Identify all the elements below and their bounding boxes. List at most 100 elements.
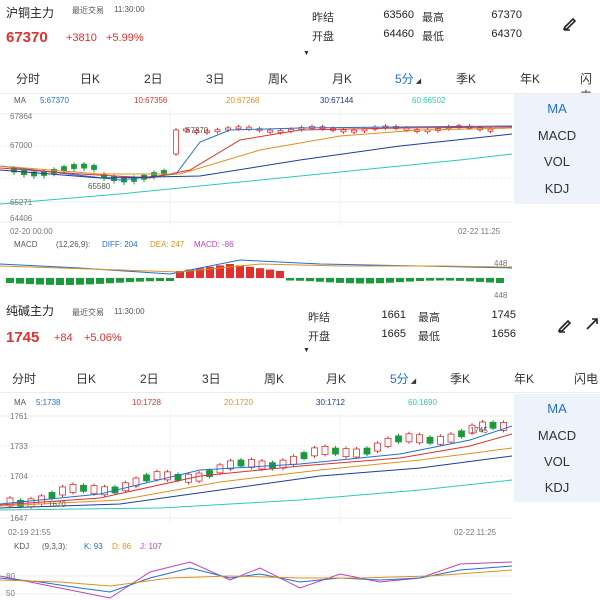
- dropdown-caret-icon[interactable]: ▼: [303, 347, 310, 354]
- stat-value-low: 64370: [491, 28, 522, 40]
- dropdown-caret-icon: ◢: [415, 78, 422, 85]
- side-item-vol[interactable]: VOL: [543, 154, 570, 169]
- candlestick: [132, 477, 140, 487]
- tab-monthly-k[interactable]: 月K: [332, 72, 353, 86]
- kline-chart[interactable]: [0, 410, 512, 525]
- tab-5min-label: 5分: [395, 72, 414, 86]
- ma30-readout: 30:67144: [320, 96, 353, 105]
- edit-pen-icon[interactable]: [561, 12, 581, 32]
- candlestick: [332, 447, 339, 455]
- candlestick: [204, 130, 210, 134]
- ma60-label: 60:: [408, 398, 420, 407]
- macd-bar: [46, 278, 54, 285]
- tab-quarterly-k[interactable]: 季K: [450, 372, 471, 386]
- expand-icon[interactable]: [584, 316, 600, 332]
- side-item-macd[interactable]: MACD: [537, 128, 577, 143]
- macd-bar: [86, 278, 94, 285]
- candlestick: [468, 424, 476, 434]
- stat-value-high: 67370: [491, 9, 522, 21]
- candlestick: [489, 421, 497, 429]
- macd-bar: [146, 278, 154, 282]
- ma20-readout: 20:1720: [224, 398, 253, 407]
- dropdown-caret-icon[interactable]: ▼: [303, 50, 310, 57]
- high-annotation: 67370: [186, 126, 209, 135]
- contract-name: 沪铜主力: [6, 6, 55, 20]
- tab-3day[interactable]: 3日: [202, 372, 221, 386]
- ma60-value: 66502: [423, 96, 446, 105]
- tab-monthly-k[interactable]: 月K: [326, 372, 347, 386]
- ma30-label: 30:: [320, 96, 332, 105]
- macd-bar: [316, 278, 324, 282]
- candlestick: [384, 437, 392, 447]
- ma5-label: 5:: [36, 398, 43, 407]
- macd-bar: [426, 278, 434, 281]
- tab-yearly-k[interactable]: 年K: [520, 72, 541, 86]
- macd-bar: [346, 278, 354, 284]
- ma5-readout: 5:1738: [36, 398, 60, 407]
- macd-top-tick: 448: [494, 259, 508, 268]
- tab-weekly-k[interactable]: 周K: [264, 372, 285, 386]
- stat-label-low: 最低: [422, 31, 444, 43]
- side-item-macd[interactable]: MACD: [537, 428, 577, 443]
- tab-lightning[interactable]: 闪电: [574, 372, 599, 386]
- macd-bar: [16, 278, 24, 284]
- tab-3day[interactable]: 3日: [206, 72, 225, 86]
- candlestick: [227, 460, 234, 470]
- ma-label: MA: [14, 398, 26, 407]
- ma60-value: 1690: [419, 398, 437, 407]
- candlestick: [395, 435, 402, 443]
- tab-quarterly-k[interactable]: 季K: [456, 72, 477, 86]
- kdj-chart[interactable]: [0, 554, 512, 600]
- macd-bar: [396, 278, 404, 283]
- ma5-value: 1738: [42, 398, 61, 407]
- candlestick: [500, 422, 507, 431]
- macd-bar: [216, 265, 224, 278]
- contract-name: 纯碱主力: [6, 304, 55, 318]
- ma20-readout: 20:67268: [226, 96, 259, 105]
- candlestick: [353, 448, 360, 458]
- tab-daily-k[interactable]: 日K: [80, 72, 101, 86]
- candlestick: [300, 452, 308, 460]
- tab-2day[interactable]: 2日: [140, 372, 159, 386]
- tab-yearly-k[interactable]: 年K: [514, 372, 535, 386]
- candlestick: [71, 164, 77, 169]
- side-item-kdj[interactable]: KDJ: [544, 480, 570, 495]
- candlestick: [416, 434, 423, 444]
- side-item-kdj[interactable]: KDJ: [544, 181, 570, 196]
- kdj-tick: 80: [6, 572, 15, 581]
- tab-2day[interactable]: 2日: [144, 72, 163, 86]
- macd-bar: [126, 278, 134, 283]
- side-item-ma[interactable]: MA: [547, 101, 567, 116]
- macd-bar: [336, 278, 344, 283]
- edit-pen-icon[interactable]: [556, 314, 576, 334]
- ma20-label: 20:: [226, 96, 238, 105]
- tab-5min[interactable]: 5分 ◢: [390, 370, 416, 387]
- macd-bar: [66, 278, 74, 285]
- macd-bar: [456, 278, 464, 281]
- macd-bar: [226, 264, 234, 278]
- low-annotation: 65580: [88, 182, 111, 191]
- candlestick: [101, 486, 108, 496]
- last-price: 1745: [6, 329, 40, 346]
- ma60-readout: 60:1690: [408, 398, 437, 407]
- candlestick: [61, 166, 67, 171]
- ma30-readout: 30:1712: [316, 398, 345, 407]
- side-item-vol[interactable]: VOL: [543, 454, 570, 469]
- macd-bar: [436, 278, 444, 281]
- tab-5min[interactable]: 5分 ◢: [395, 70, 421, 87]
- indicator-name: KDJ: [14, 542, 30, 551]
- tab-intraday[interactable]: 分时: [12, 372, 37, 386]
- candlestick: [340, 129, 347, 133]
- candlestick: [458, 430, 465, 438]
- macd-bar: [306, 278, 314, 282]
- tab-weekly-k[interactable]: 周K: [268, 72, 289, 86]
- macd-chart[interactable]: [0, 254, 512, 294]
- tab-daily-k[interactable]: 日K: [76, 372, 97, 386]
- side-item-ma[interactable]: MA: [547, 401, 567, 416]
- last-trade-time: 11:30:00: [114, 5, 145, 14]
- stat-label-high: 最高: [418, 312, 440, 324]
- candlestick: [91, 165, 97, 170]
- tab-intraday[interactable]: 分时: [16, 72, 41, 86]
- candlestick: [237, 459, 245, 467]
- kline-chart[interactable]: [0, 108, 512, 226]
